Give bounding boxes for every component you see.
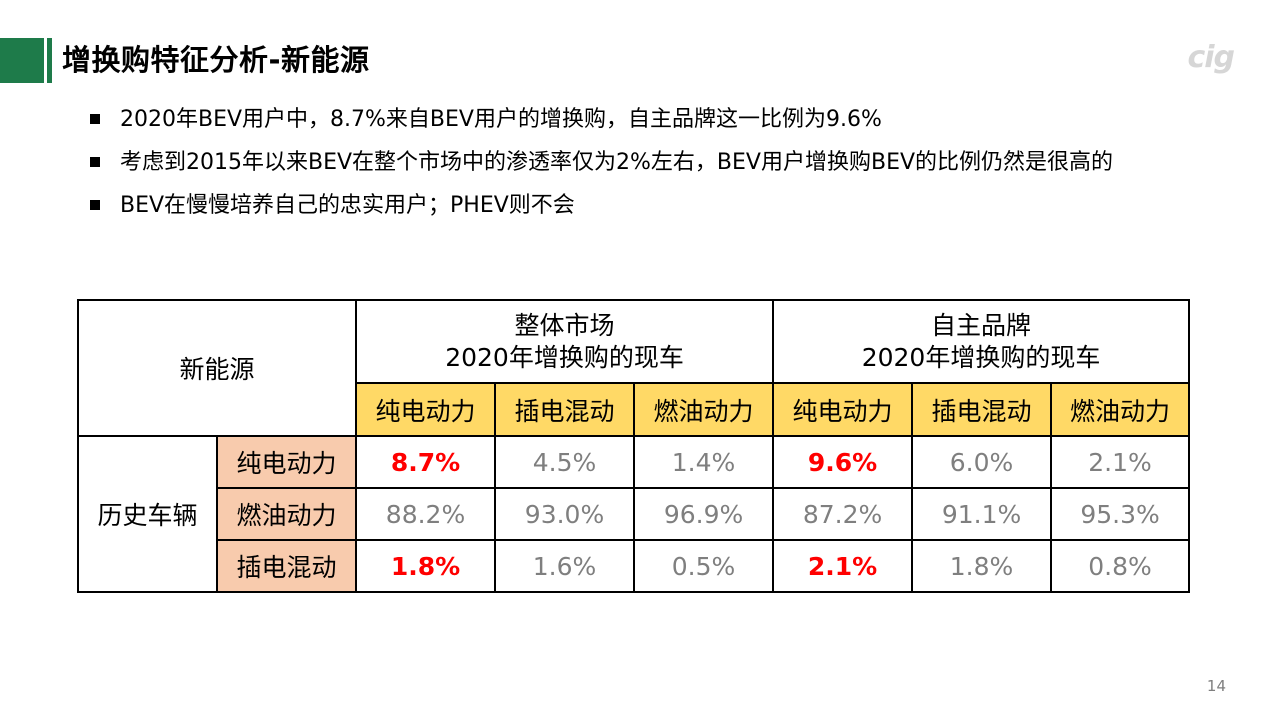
square-bullet-icon <box>90 114 100 124</box>
table-cell: 88.2% <box>355 487 497 541</box>
group-header-line2: 2020年增换购的现车 <box>861 342 1101 372</box>
bullet-list: 2020年BEV用户中，8.7%来自BEV用户的增换购，自主品牌这一比例为9.6… <box>90 100 1113 229</box>
table-cell: 4.5% <box>494 435 636 489</box>
table-cell: 1.8% <box>911 539 1053 593</box>
table-row: 燃油动力 88.2% 93.0% 96.9% 87.2% 91.1% 95.3% <box>78 487 1191 541</box>
table-cell: 0.5% <box>633 539 775 593</box>
table-cell: 93.0% <box>494 487 636 541</box>
page-number: 14 <box>1206 677 1226 695</box>
row-label: 燃油动力 <box>215 487 358 541</box>
title-accent-line <box>47 38 52 83</box>
cig-logo: cig <box>1187 40 1235 75</box>
group-header-domestic: 自主品牌 2020年增换购的现车 <box>772 299 1191 384</box>
page-title: 增换购特征分析-新能源 <box>62 43 370 77</box>
bullet-item: BEV在慢慢培养自己的忠实用户；PHEV则不会 <box>90 186 1113 229</box>
sub-header-cell: 纯电动力 <box>355 382 497 437</box>
group-header-line1: 自主品牌 <box>931 310 1032 340</box>
group-header-line1: 整体市场 <box>514 310 615 340</box>
title-accent-bar <box>0 38 44 83</box>
table-cell: 95.3% <box>1050 487 1191 541</box>
row-group-label: 历史车辆 <box>77 435 218 593</box>
bullet-text: 2020年BEV用户中，8.7%来自BEV用户的增换购，自主品牌这一比例为9.6… <box>120 107 882 132</box>
bullet-text: 考虑到2015年以来BEV在整个市场中的渗透率仅为2%左右，BEV用户增换购BE… <box>120 150 1114 175</box>
table-cell: 96.9% <box>633 487 775 541</box>
table-cell: 1.8% <box>355 539 497 593</box>
table-cell: 0.8% <box>1050 539 1191 593</box>
table-cell: 8.7% <box>355 435 497 489</box>
table-cell: 1.6% <box>494 539 636 593</box>
sub-header-cell: 燃油动力 <box>1050 382 1191 437</box>
table-cell: 91.1% <box>911 487 1053 541</box>
table-cell: 6.0% <box>911 435 1053 489</box>
table-cell: 2.1% <box>772 539 914 593</box>
table-row: 插电混动 1.8% 1.6% 0.5% 2.1% 1.8% 0.8% <box>78 539 1191 593</box>
sub-header-cell: 燃油动力 <box>633 382 775 437</box>
bullet-item: 2020年BEV用户中，8.7%来自BEV用户的增换购，自主品牌这一比例为9.6… <box>90 100 1113 143</box>
group-header-line2: 2020年增换购的现车 <box>445 342 684 372</box>
table-cell: 1.4% <box>633 435 775 489</box>
table-cell: 2.1% <box>1050 435 1191 489</box>
bullet-item: 考虑到2015年以来BEV在整个市场中的渗透率仅为2%左右，BEV用户增换购BE… <box>90 143 1113 186</box>
bullet-text: BEV在慢慢培养自己的忠实用户；PHEV则不会 <box>120 193 575 218</box>
data-table: 新能源 整体市场 2020年增换购的现车 自主品牌 2020年增换购的现车 纯电… <box>76 299 1191 593</box>
table-row: 历史车辆 纯电动力 8.7% 4.5% 1.4% 9.6% 6.0% 2.1% <box>77 435 1191 593</box>
square-bullet-icon <box>90 157 100 167</box>
square-bullet-icon <box>90 200 100 210</box>
sub-header-cell: 插电混动 <box>911 382 1053 437</box>
table-cell: 9.6% <box>772 435 914 489</box>
row-label: 插电混动 <box>215 539 358 593</box>
table-cell: 87.2% <box>772 487 914 541</box>
group-header-overall: 整体市场 2020年增换购的现车 <box>355 299 775 384</box>
sub-header-cell: 纯电动力 <box>772 382 914 437</box>
sub-header-cell: 插电混动 <box>494 382 636 437</box>
row-label: 纯电动力 <box>215 435 358 489</box>
table-corner-header: 新能源 <box>76 299 358 437</box>
